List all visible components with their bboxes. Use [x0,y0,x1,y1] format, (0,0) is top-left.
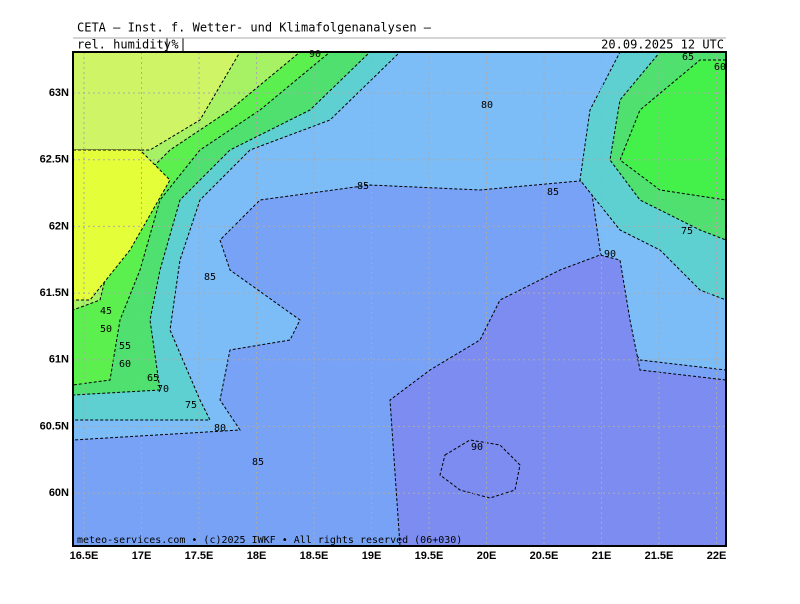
contour-label: 85 [252,457,264,468]
contour-label: 45 [100,306,112,317]
field [73,52,726,546]
lat-label: 62.5N [40,154,69,166]
contour-label: 65 [682,52,694,63]
valid-date: 20.09.2025 12 UTC [601,38,724,52]
lon-label: 20E [477,550,497,562]
variable-name: rel. humidity [77,38,171,52]
lon-label: 18E [247,550,267,562]
contour-label: 75 [185,400,197,411]
contour-label: 80 [214,423,226,434]
lon-label: 21E [592,550,612,562]
contour-label: 85 [204,272,216,283]
lon-label: 16.5E [70,550,99,562]
lon-label: 22E [707,550,727,562]
lat-label: 61.5N [40,287,69,299]
contour-label: 65 [147,373,159,384]
lat-label: 60.5N [40,420,69,432]
footer: meteo-services.com • (c)2025 IWKF • All … [77,535,462,546]
lat-label: 60N [49,487,69,499]
contour-label: 70 [157,384,169,395]
contour-label: 80 [481,100,493,111]
contour-label: 60 [714,62,726,73]
lon-label: 19.5E [415,550,444,562]
contour-label: 55 [119,341,131,352]
lon-label: 18.5E [300,550,329,562]
band-47 [73,52,241,151]
contour-label: 75 [681,226,693,237]
lon-label: 21.5E [645,550,674,562]
contour-label: 90 [309,49,321,60]
contour-label: 85 [547,187,559,198]
lon-label: 17E [132,550,152,562]
contour-label: 90 [471,442,483,453]
island-low [439,439,521,499]
contour-label: 85 [357,181,369,192]
contour-label: 60 [119,359,131,370]
lon-label: 19E [362,550,382,562]
header-title: CETA — Inst. f. Wetter- und Klimafolgena… [77,21,432,35]
band-45 [73,149,171,301]
lat-label: 63N [49,87,69,99]
unit: % [171,38,179,52]
map-frame [72,51,727,547]
lat-label: 61N [49,354,69,366]
lon-label: 17.5E [185,550,214,562]
contour-label: 90 [604,249,616,260]
lat-label: 62N [49,220,69,232]
lon-label: 20.5E [530,550,559,562]
graticule [73,52,726,546]
contour-label: 50 [100,324,112,335]
